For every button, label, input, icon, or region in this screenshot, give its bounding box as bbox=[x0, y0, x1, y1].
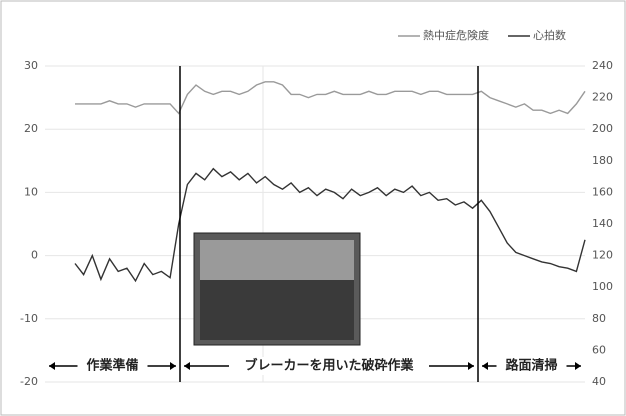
y2-tick-label: 120 bbox=[592, 249, 613, 262]
y-tick-label: -20 bbox=[20, 375, 38, 388]
y2-tick-label: 160 bbox=[592, 185, 613, 198]
y2-tick-label: 60 bbox=[592, 343, 606, 356]
y2-tick-label: 200 bbox=[592, 122, 613, 135]
y-tick-label: 20 bbox=[24, 122, 38, 135]
y-tick-label: 10 bbox=[24, 185, 38, 198]
y-tick-label: -10 bbox=[20, 312, 38, 325]
frame bbox=[1, 1, 625, 415]
y2-tick-label: 40 bbox=[592, 375, 606, 388]
y-tick-label: 0 bbox=[31, 249, 38, 262]
y2-tick-label: 140 bbox=[592, 217, 613, 230]
chart: -20 -10 0 10 20 30 40 60 80 100 120 140 160 180 200 220… bbox=[0, 0, 626, 416]
y2-tick-label: 100 bbox=[592, 280, 613, 293]
photo-sky bbox=[200, 240, 354, 280]
photo-ground bbox=[200, 280, 354, 340]
y2-tick-label: 240 bbox=[592, 59, 613, 72]
y2-tick-label: 180 bbox=[592, 154, 613, 167]
y-tick-label: 30 bbox=[24, 59, 38, 72]
annotation: 路面清掃 bbox=[505, 358, 557, 374]
legend-label: 熱中症危険度 bbox=[423, 28, 489, 42]
y2-tick-label: 220 bbox=[592, 91, 613, 104]
legend-label: 心拍数 bbox=[533, 28, 566, 42]
annotation: 作業準備 bbox=[86, 358, 138, 374]
annotation: ブレーカーを用いた破砕作業 bbox=[244, 358, 414, 374]
y2-tick-label: 80 bbox=[592, 312, 606, 325]
